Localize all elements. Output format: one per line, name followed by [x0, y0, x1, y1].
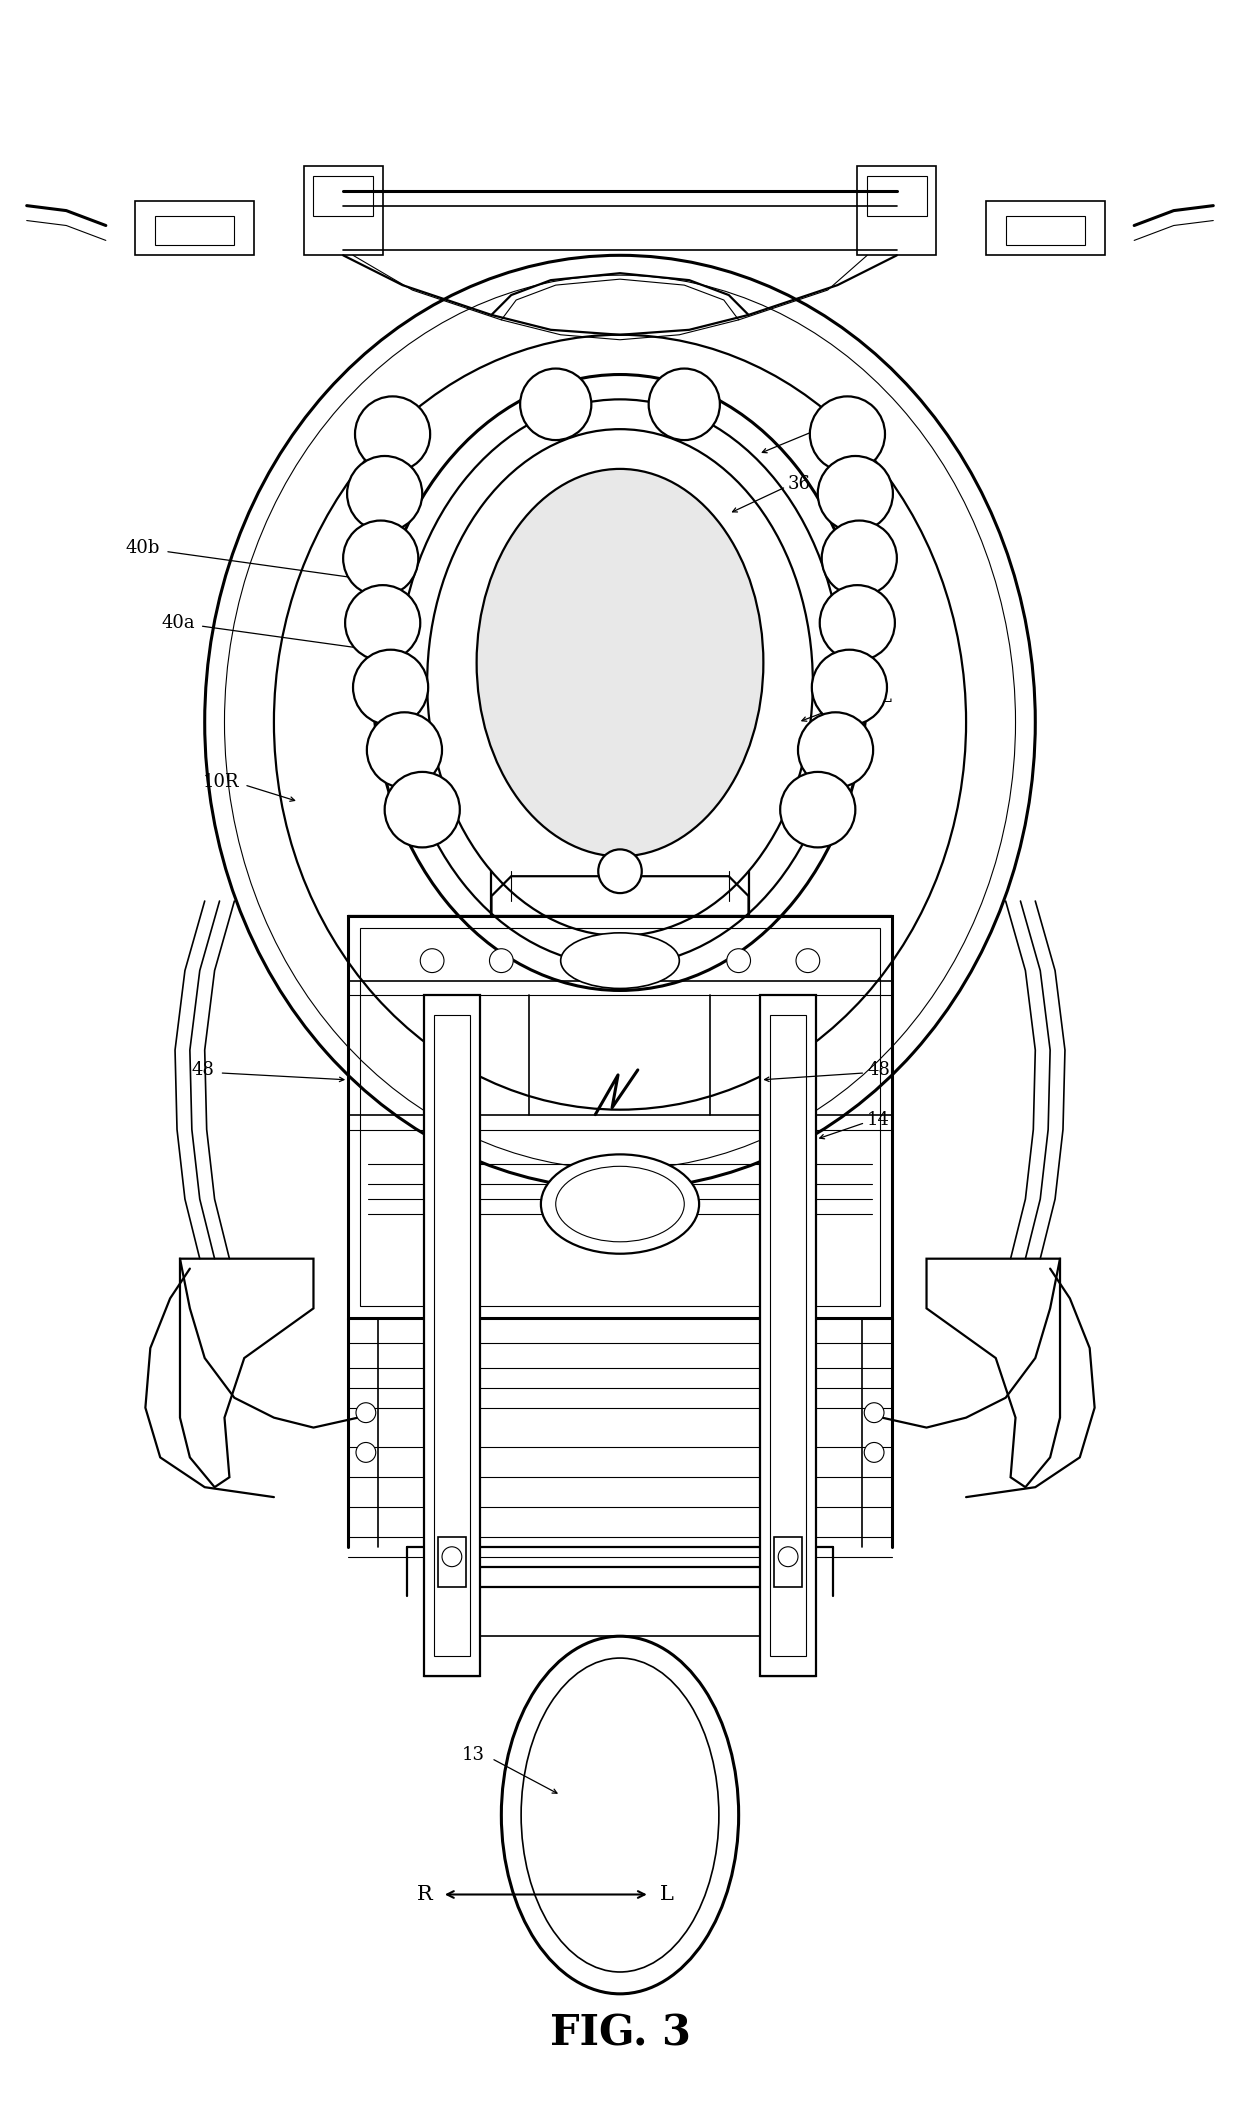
Text: FIG. 3: FIG. 3 — [549, 2012, 691, 2054]
Text: 14: 14 — [867, 1111, 890, 1128]
Bar — [438, 1537, 466, 1586]
Ellipse shape — [541, 1155, 699, 1253]
Text: 10R: 10R — [203, 774, 239, 791]
Circle shape — [796, 950, 820, 973]
Circle shape — [420, 950, 444, 973]
Circle shape — [367, 712, 441, 789]
Bar — [867, 176, 926, 216]
Bar — [770, 1015, 806, 1656]
Bar — [155, 216, 234, 246]
Bar — [434, 1015, 470, 1656]
Circle shape — [353, 649, 428, 725]
Text: 40b: 40b — [125, 538, 160, 558]
Circle shape — [810, 396, 885, 473]
Text: 40a: 40a — [161, 615, 195, 632]
Text: L: L — [660, 1885, 673, 1904]
Ellipse shape — [476, 469, 764, 856]
Circle shape — [727, 950, 750, 973]
Text: 40: 40 — [837, 411, 861, 428]
Circle shape — [649, 369, 720, 441]
Circle shape — [864, 1403, 884, 1423]
Circle shape — [347, 456, 423, 532]
Text: 48: 48 — [192, 1060, 215, 1079]
Circle shape — [864, 1442, 884, 1463]
Circle shape — [799, 712, 873, 789]
Bar — [135, 201, 254, 254]
Text: 48: 48 — [867, 1060, 890, 1079]
Bar — [360, 929, 880, 1306]
Text: 40b: 40b — [837, 538, 872, 558]
Circle shape — [356, 1403, 376, 1423]
Circle shape — [780, 772, 856, 848]
Text: R: R — [417, 1885, 432, 1904]
Text: 36: 36 — [789, 475, 811, 492]
Circle shape — [822, 522, 897, 596]
Circle shape — [520, 369, 591, 441]
Bar — [1006, 216, 1085, 246]
Circle shape — [598, 850, 642, 893]
Text: 10L: 10L — [857, 689, 893, 706]
Ellipse shape — [501, 1637, 739, 1993]
Bar — [314, 176, 373, 216]
Circle shape — [490, 950, 513, 973]
Circle shape — [779, 1548, 799, 1567]
Circle shape — [345, 585, 420, 661]
Bar — [304, 165, 383, 254]
Bar — [760, 996, 816, 1677]
Circle shape — [820, 585, 895, 661]
Circle shape — [343, 522, 418, 596]
Text: 13: 13 — [461, 1747, 485, 1764]
Bar — [774, 1537, 802, 1586]
Ellipse shape — [560, 933, 680, 988]
Circle shape — [356, 1442, 376, 1463]
Bar — [424, 996, 480, 1677]
Bar — [986, 201, 1105, 254]
Circle shape — [384, 772, 460, 848]
Circle shape — [355, 396, 430, 473]
Bar — [857, 165, 936, 254]
Bar — [348, 916, 892, 1319]
Circle shape — [812, 649, 887, 725]
Circle shape — [817, 456, 893, 532]
Circle shape — [441, 1548, 461, 1567]
